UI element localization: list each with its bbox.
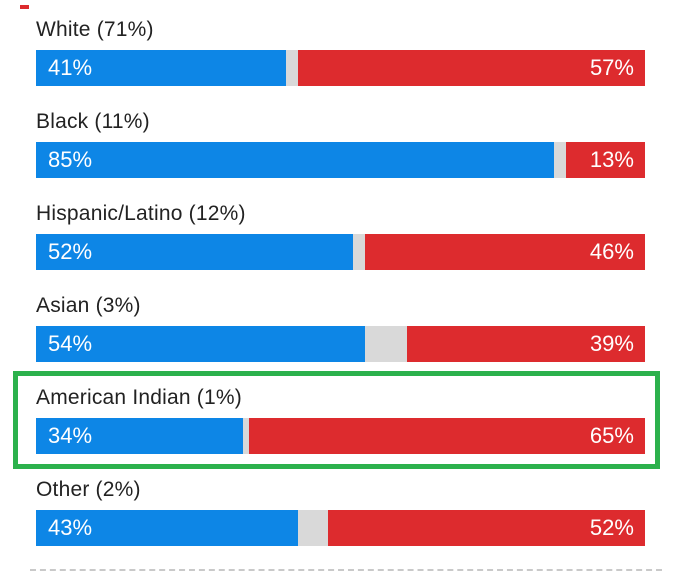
gap-segment xyxy=(352,234,365,270)
dem-value-label: 85% xyxy=(48,147,93,172)
result-bar: 34% 65% xyxy=(36,418,645,454)
rep-bar-segment: 39% xyxy=(407,326,645,362)
race-label: White (71%) xyxy=(36,18,154,41)
rep-value-label: 46% xyxy=(589,239,634,264)
rep-value-label: 13% xyxy=(589,147,634,172)
rep-value-label: 52% xyxy=(589,515,634,540)
dem-bar-segment: 41% xyxy=(36,50,286,86)
race-label: Other (2%) xyxy=(36,478,141,501)
race-label: Hispanic/Latino (12%) xyxy=(36,202,246,225)
gap-segment xyxy=(285,50,298,86)
dem-value-label: 41% xyxy=(48,55,93,80)
race-row: Black (11%) 85% 13% xyxy=(36,108,645,178)
rep-bar-segment: 52% xyxy=(328,510,645,546)
dem-value-label: 43% xyxy=(48,515,93,540)
red-crop-artifact-mark xyxy=(20,5,29,9)
gap-segment xyxy=(553,142,566,178)
rep-value-label: 39% xyxy=(589,331,634,356)
rep-value-label: 65% xyxy=(589,423,634,448)
result-bar: 85% 13% xyxy=(36,142,645,178)
dem-value-label: 34% xyxy=(48,423,93,448)
race-row: American Indian (1%) 34% 65% xyxy=(13,371,660,469)
race-label: Asian (3%) xyxy=(36,294,141,317)
race-label: American Indian (1%) xyxy=(36,386,242,409)
gap-segment xyxy=(297,510,329,546)
dem-bar-segment: 85% xyxy=(36,142,554,178)
dem-bar-segment: 34% xyxy=(36,418,244,454)
race-label: Black (11%) xyxy=(36,110,150,133)
dem-bar-segment: 54% xyxy=(36,326,365,362)
gap-segment xyxy=(243,418,250,454)
race-row: White (71%) 41% 57% xyxy=(36,16,645,86)
result-bar: 41% 57% xyxy=(36,50,645,86)
result-bar: 54% 39% xyxy=(36,326,645,362)
dem-value-label: 54% xyxy=(48,331,93,356)
dem-bar-segment: 52% xyxy=(36,234,353,270)
dem-bar-segment: 43% xyxy=(36,510,298,546)
gap-segment xyxy=(364,326,408,362)
rep-bar-segment: 65% xyxy=(249,418,645,454)
result-bar: 52% 46% xyxy=(36,234,645,270)
race-row: Other (2%) 43% 52% xyxy=(36,476,645,546)
dem-value-label: 52% xyxy=(48,239,93,264)
race-row: Asian (3%) 54% 39% xyxy=(36,292,645,362)
rep-bar-segment: 46% xyxy=(364,234,645,270)
rep-bar-segment: 13% xyxy=(565,142,645,178)
rows-container: White (71%) 41% 57% Black (11%) 85% 13% … xyxy=(13,16,660,568)
rep-value-label: 57% xyxy=(589,55,634,80)
result-bar: 43% 52% xyxy=(36,510,645,546)
race-row: Hispanic/Latino (12%) 52% 46% xyxy=(36,200,645,270)
dashed-divider xyxy=(30,569,662,571)
rep-bar-segment: 57% xyxy=(297,50,645,86)
